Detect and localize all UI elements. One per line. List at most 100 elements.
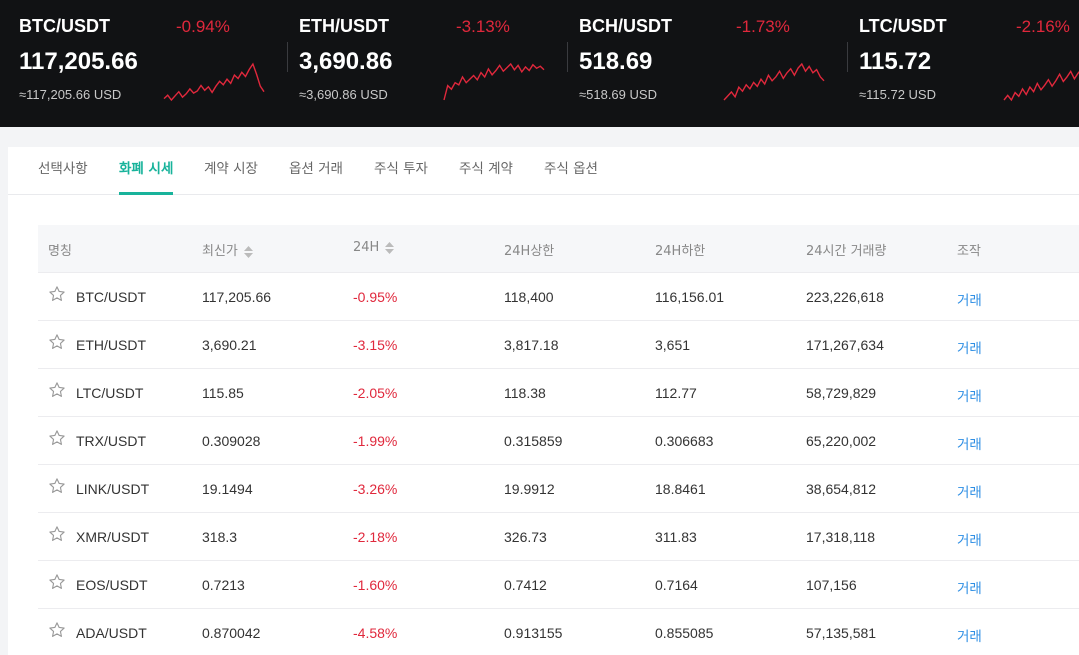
volume-24h: 171,267,634 [806, 337, 884, 353]
ticker-card-btc[interactable]: BTC/USDT -0.94% 117,205.66 ≈117,205.66 U… [19, 0, 299, 127]
ticker-sparkline [1003, 70, 1079, 102]
trade-link[interactable]: 거래 [957, 437, 982, 453]
change-24h: -3.26% [353, 481, 398, 497]
low-24h: 0.7164 [655, 577, 698, 593]
tab-stock-options[interactable]: 주식 옵션 [544, 161, 598, 177]
pair-name: LTC/USDT [76, 385, 144, 401]
star-outline-icon[interactable] [48, 621, 66, 643]
high-24h: 326.73 [504, 529, 547, 545]
ticker-change: -1.73% [736, 17, 790, 36]
change-24h: -2.05% [353, 385, 398, 401]
star-outline-icon[interactable] [48, 573, 66, 595]
ticker-sparkline [163, 62, 265, 102]
tab-stock-investment[interactable]: 주식 투자 [374, 161, 428, 177]
volume-24h: 58,729,829 [806, 385, 877, 401]
trade-link[interactable]: 거래 [957, 341, 982, 357]
last-price: 19.1494 [202, 481, 253, 497]
last-price: 3,690.21 [202, 337, 257, 353]
pair-name: TRX/USDT [76, 433, 146, 449]
table-row[interactable]: LINK/USDT 19.1494 -3.26% 19.9912 18.8461 38,6… [38, 465, 1079, 513]
star-outline-icon[interactable] [48, 477, 66, 499]
change-24h: -2.18% [353, 529, 398, 545]
pair-name: ETH/USDT [76, 337, 146, 353]
high-24h: 3,817.18 [504, 337, 559, 353]
high-24h: 0.913155 [504, 625, 563, 641]
tab-options-trading[interactable]: 옵션 거래 [289, 161, 343, 177]
ticker-pair: LTC/USDT [859, 16, 947, 36]
ticker-pair: BCH/USDT [579, 16, 672, 36]
low-24h: 0.306683 [655, 433, 714, 449]
trade-link[interactable]: 거래 [957, 533, 982, 549]
table-row[interactable]: ADA/USDT 0.870042 -4.58% 0.913155 0.855085 57… [38, 609, 1079, 655]
high-24h: 19.9912 [504, 481, 555, 497]
pair-name: BTC/USDT [76, 289, 146, 305]
change-24h: -3.15% [353, 337, 398, 353]
table-row[interactable]: LTC/USDT 115.85 -2.05% 118.38 112.77 58,729,8… [38, 369, 1079, 417]
change-24h: -4.58% [353, 625, 398, 641]
header-last-price[interactable]: 최신가 [202, 240, 253, 259]
table-header: 명칭 최신가 24H 24H상한 24H하한 24시간 거래량 조작 [38, 225, 1079, 273]
last-price: 115.85 [202, 385, 244, 401]
ticker-usd-value: ≈3,690.86 USD [299, 87, 388, 102]
table-row[interactable]: BTC/USDT 117,205.66 -0.95% 118,400 116,156.0… [38, 273, 1079, 321]
ticker-bar: BTC/USDT -0.94% 117,205.66 ≈117,205.66 U… [0, 0, 1079, 127]
star-outline-icon[interactable] [48, 381, 66, 403]
table-row[interactable]: TRX/USDT 0.309028 -1.99% 0.315859 0.306683 65… [38, 417, 1079, 465]
header-label: 24H [353, 240, 380, 255]
sparkline-path [723, 62, 825, 101]
trade-link[interactable]: 거래 [957, 293, 982, 309]
market-panel: 선택사항 화폐 시세 계약 시장 옵션 거래 주식 투자 주식 계약 주식 옵션… [8, 147, 1079, 655]
sort-arrows-icon [385, 241, 395, 254]
header-24h-change[interactable]: 24H [353, 240, 395, 255]
tab-favorites[interactable]: 선택사항 [38, 161, 88, 177]
sparkline-path [163, 62, 265, 102]
pair-name: EOS/USDT [76, 577, 148, 593]
trade-link[interactable]: 거래 [957, 581, 982, 597]
last-price: 117,205.66 [202, 289, 272, 305]
low-24h: 116,156.01 [655, 289, 725, 305]
trade-link[interactable]: 거래 [957, 389, 982, 405]
volume-24h: 223,226,618 [806, 289, 884, 305]
tab-futures-market[interactable]: 계약 시장 [204, 161, 258, 177]
table-row[interactable]: EOS/USDT 0.7213 -1.60% 0.7412 0.7164 107,156 거… [38, 561, 1079, 609]
ticker-sparkline [443, 62, 545, 101]
last-price: 0.309028 [202, 433, 261, 449]
header-24h-high: 24H상한 [504, 244, 555, 259]
table-row[interactable]: ETH/USDT 3,690.21 -3.15% 3,817.18 3,651 171,2… [38, 321, 1079, 369]
ticker-pair: BTC/USDT [19, 16, 110, 36]
ticker-sparkline [723, 62, 825, 101]
ticker-card-eth[interactable]: ETH/USDT -3.13% 3,690.86 ≈3,690.86 USD [287, 0, 579, 127]
low-24h: 3,651 [655, 337, 691, 353]
high-24h: 0.315859 [504, 433, 563, 449]
ticker-card-ltc[interactable]: LTC/USDT -2.16% 115.72 ≈115.72 USD [847, 0, 1079, 127]
header-24h-volume: 24시간 거래량 [806, 244, 887, 259]
tab-stock-contracts[interactable]: 주식 계약 [459, 161, 513, 177]
ticker-price: 117,205.66 [19, 48, 138, 75]
tab-spot-market[interactable]: 화폐 시세 [119, 157, 174, 195]
trade-link[interactable]: 거래 [957, 485, 982, 501]
low-24h: 311.83 [655, 529, 697, 545]
volume-24h: 107,156 [806, 577, 857, 593]
market-tabs: 선택사항 화폐 시세 계약 시장 옵션 거래 주식 투자 주식 계약 주식 옵션 [8, 147, 1079, 195]
sparkline-path [1003, 70, 1079, 102]
volume-24h: 65,220,002 [806, 433, 877, 449]
high-24h: 118.38 [504, 385, 546, 401]
ticker-usd-value: ≈115.72 USD [859, 87, 936, 102]
pair-name: ADA/USDT [76, 625, 147, 641]
ticker-change: -3.13% [456, 17, 510, 36]
star-outline-icon[interactable] [48, 525, 66, 547]
trade-link[interactable]: 거래 [957, 629, 982, 645]
star-outline-icon[interactable] [48, 429, 66, 451]
star-outline-icon[interactable] [48, 285, 66, 307]
low-24h: 112.77 [655, 385, 697, 401]
ticker-change: -2.16% [1016, 17, 1070, 36]
ticker-pair: ETH/USDT [299, 16, 389, 36]
ticker-price: 518.69 [579, 48, 653, 75]
star-outline-icon[interactable] [48, 333, 66, 355]
ticker-divider [287, 42, 288, 72]
ticker-card-bch[interactable]: BCH/USDT -1.73% 518.69 ≈518.69 USD [567, 0, 859, 127]
change-24h: -1.99% [353, 433, 398, 449]
low-24h: 18.8461 [655, 481, 706, 497]
table-row[interactable]: XMR/USDT 318.3 -2.18% 326.73 311.83 17,318,11… [38, 513, 1079, 561]
sparkline-path [443, 62, 545, 101]
